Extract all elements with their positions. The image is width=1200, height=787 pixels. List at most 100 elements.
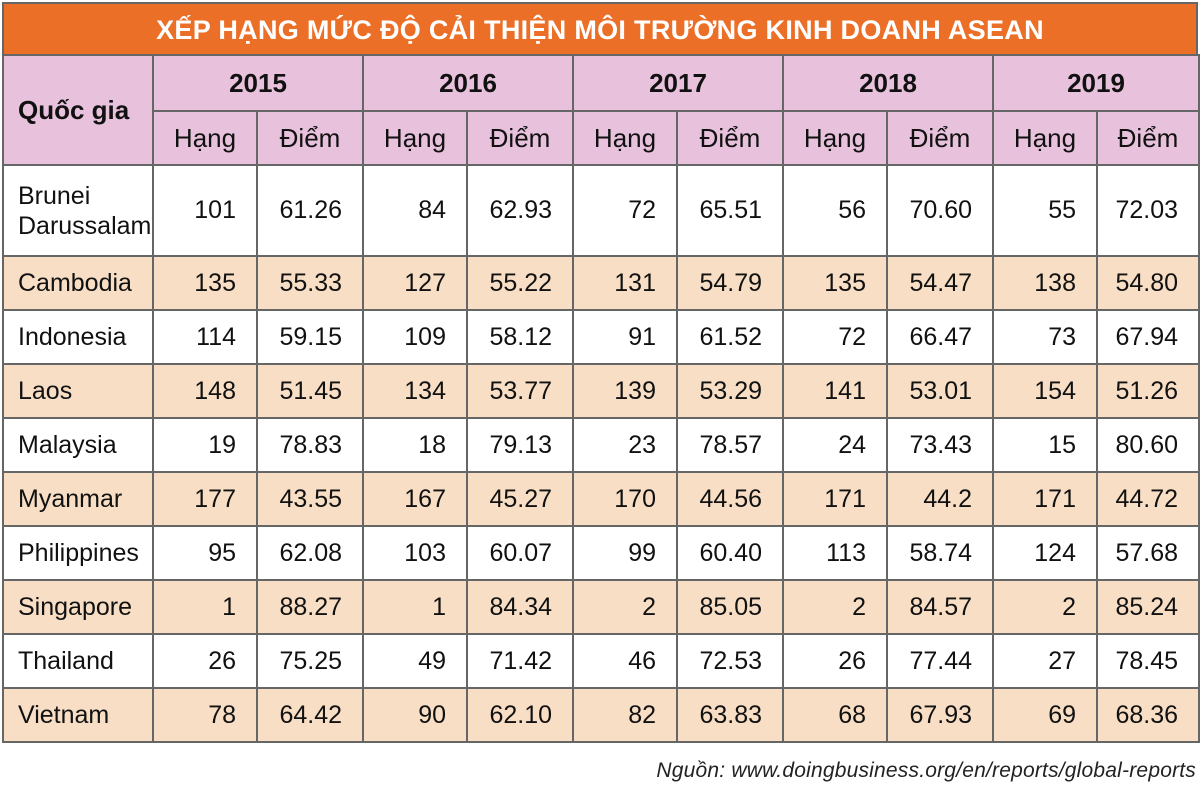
score-cell: 59.15 [256, 309, 364, 365]
rank-cell: 135 [152, 255, 258, 311]
score-cell: 43.55 [256, 471, 364, 527]
score-cell: 75.25 [256, 633, 364, 689]
score-cell: 44.2 [886, 471, 994, 527]
score-cell: 68.36 [1096, 687, 1200, 743]
rank-cell: 69 [992, 687, 1098, 743]
rank-cell: 113 [782, 525, 888, 581]
rank-cell: 1 [362, 579, 468, 635]
score-cell: 72.53 [676, 633, 784, 689]
country-cell: Laos [2, 363, 154, 419]
rank-cell: 171 [782, 471, 888, 527]
rank-cell: 15 [992, 417, 1098, 473]
rank-cell: 19 [152, 417, 258, 473]
score-cell: 61.26 [256, 164, 364, 257]
rank-cell: 56 [782, 164, 888, 257]
rank-cell: 26 [782, 633, 888, 689]
rank-cell: 90 [362, 687, 468, 743]
rank-cell: 103 [362, 525, 468, 581]
score-cell: 54.47 [886, 255, 994, 311]
score-cell: 58.12 [466, 309, 574, 365]
table-row: Singapore 1 88.27 1 84.34 2 85.05 2 84.57 2 85.24 [2, 579, 1200, 635]
year-header: 2015 [152, 54, 364, 112]
score-cell: 53.29 [676, 363, 784, 419]
score-cell: 51.45 [256, 363, 364, 419]
table-row: Philippines 95 62.08 103 60.07 99 60.40 113 58.7… [2, 525, 1200, 581]
score-cell: 65.51 [676, 164, 784, 257]
rank-cell: 109 [362, 309, 468, 365]
table-row: Laos 148 51.45 134 53.77 139 53.29 141 53.01 154 5… [2, 363, 1200, 419]
table-row: Cambodia 135 55.33 127 55.22 131 54.79 135 54.47… [2, 255, 1200, 311]
country-cell: Malaysia [2, 417, 154, 473]
rank-cell: 72 [782, 309, 888, 365]
rank-cell: 101 [152, 164, 258, 257]
score-cell: 54.79 [676, 255, 784, 311]
rank-header: Hạng [572, 110, 678, 166]
score-cell: 77.44 [886, 633, 994, 689]
score-cell: 51.26 [1096, 363, 1200, 419]
rank-cell: 139 [572, 363, 678, 419]
rank-cell: 148 [152, 363, 258, 419]
year-header: 2017 [572, 54, 784, 112]
country-cell: Myanmar [2, 471, 154, 527]
score-cell: 67.94 [1096, 309, 1200, 365]
rank-cell: 18 [362, 417, 468, 473]
score-cell: 58.74 [886, 525, 994, 581]
score-cell: 84.57 [886, 579, 994, 635]
score-header: Điểm [886, 110, 994, 166]
rank-cell: 68 [782, 687, 888, 743]
score-cell: 44.72 [1096, 471, 1200, 527]
score-header: Điểm [1096, 110, 1200, 166]
source-note: Nguồn: www.doingbusiness.org/en/reports/… [656, 759, 1196, 782]
year-header: 2019 [992, 54, 1200, 112]
table-row: Thailand 26 75.25 49 71.42 46 72.53 26 77.44 27 78… [2, 633, 1200, 689]
score-cell: 44.56 [676, 471, 784, 527]
rank-cell: 170 [572, 471, 678, 527]
rank-cell: 73 [992, 309, 1098, 365]
score-cell: 62.08 [256, 525, 364, 581]
rank-cell: 177 [152, 471, 258, 527]
country-cell: Vietnam [2, 687, 154, 743]
score-cell: 70.60 [886, 164, 994, 257]
rank-cell: 135 [782, 255, 888, 311]
score-header: Điểm [256, 110, 364, 166]
rank-cell: 124 [992, 525, 1098, 581]
rank-cell: 127 [362, 255, 468, 311]
score-cell: 73.43 [886, 417, 994, 473]
score-header: Điểm [466, 110, 574, 166]
score-cell: 53.77 [466, 363, 574, 419]
score-cell: 88.27 [256, 579, 364, 635]
score-cell: 62.10 [466, 687, 574, 743]
score-cell: 62.93 [466, 164, 574, 257]
rank-cell: 24 [782, 417, 888, 473]
rank-cell: 27 [992, 633, 1098, 689]
rank-cell: 72 [572, 164, 678, 257]
table-row: Indonesia 114 59.15 109 58.12 91 61.52 72 66.47 7… [2, 309, 1200, 365]
country-cell: Singapore [2, 579, 154, 635]
rank-header: Hạng [362, 110, 468, 166]
table-row: Myanmar 177 43.55 167 45.27 170 44.56 171 44.2 17… [2, 471, 1200, 527]
table-row: Brunei Darussalam 101 61.26 84 62.93 72 65.51 5… [2, 164, 1200, 257]
year-header: 2016 [362, 54, 574, 112]
rank-cell: 91 [572, 309, 678, 365]
rank-cell: 1 [152, 579, 258, 635]
rank-header: Hạng [992, 110, 1098, 166]
year-header: 2018 [782, 54, 994, 112]
rank-cell: 114 [152, 309, 258, 365]
score-cell: 71.42 [466, 633, 574, 689]
score-cell: 61.52 [676, 309, 784, 365]
country-cell: Philippines [2, 525, 154, 581]
rank-cell: 154 [992, 363, 1098, 419]
rank-cell: 131 [572, 255, 678, 311]
rank-cell: 2 [782, 579, 888, 635]
score-cell: 64.42 [256, 687, 364, 743]
rank-cell: 167 [362, 471, 468, 527]
country-cell: Thailand [2, 633, 154, 689]
rank-header: Hạng [152, 110, 258, 166]
rank-cell: 49 [362, 633, 468, 689]
score-cell: 55.33 [256, 255, 364, 311]
rank-cell: 84 [362, 164, 468, 257]
score-cell: 57.68 [1096, 525, 1200, 581]
score-header: Điểm [676, 110, 784, 166]
country-header: Quốc gia [2, 54, 154, 166]
rank-cell: 2 [572, 579, 678, 635]
